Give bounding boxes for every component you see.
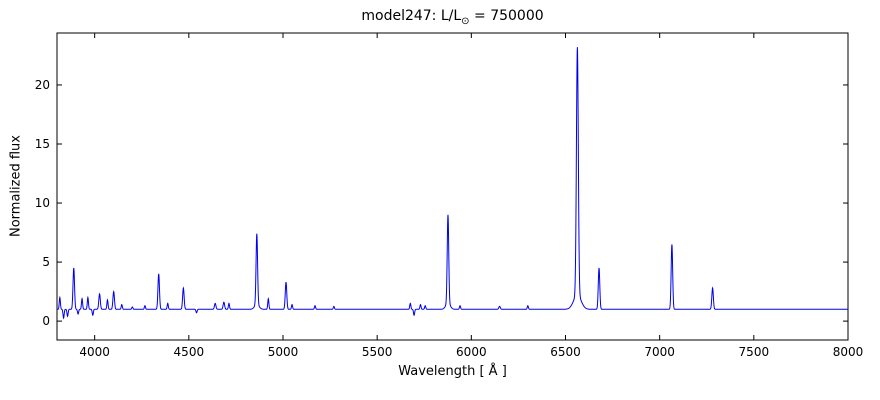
x-tick-label: 7000 — [644, 345, 675, 359]
x-tick-label: 8000 — [833, 345, 864, 359]
y-tick-label: 15 — [35, 137, 50, 151]
x-axis-label: Wavelength [ Å ] — [398, 364, 507, 379]
x-tick-label: 6000 — [456, 345, 487, 359]
y-tick-label: 20 — [35, 78, 50, 92]
chart-title-main: model247: L/L — [361, 8, 462, 24]
x-tick-label: 6500 — [550, 345, 581, 359]
spectrum-trace — [57, 47, 848, 320]
y-tick-label: 5 — [42, 255, 50, 269]
x-tick-label: 5500 — [362, 345, 393, 359]
y-tick-label: 0 — [42, 314, 50, 328]
x-tick-label: 7500 — [739, 345, 770, 359]
y-axis-label: Normalized flux — [8, 135, 24, 237]
chart-title-value: = 750000 — [469, 8, 544, 24]
x-tick-label: 4000 — [79, 345, 110, 359]
chart-title: model247: L/L⊙ = 750000 — [57, 8, 848, 27]
axes-box — [56, 32, 849, 341]
sun-symbol-subscript: ⊙ — [461, 15, 470, 27]
y-tick-label: 10 — [35, 196, 50, 210]
x-tick-label: 4500 — [174, 345, 205, 359]
x-tick-label: 5000 — [268, 345, 299, 359]
